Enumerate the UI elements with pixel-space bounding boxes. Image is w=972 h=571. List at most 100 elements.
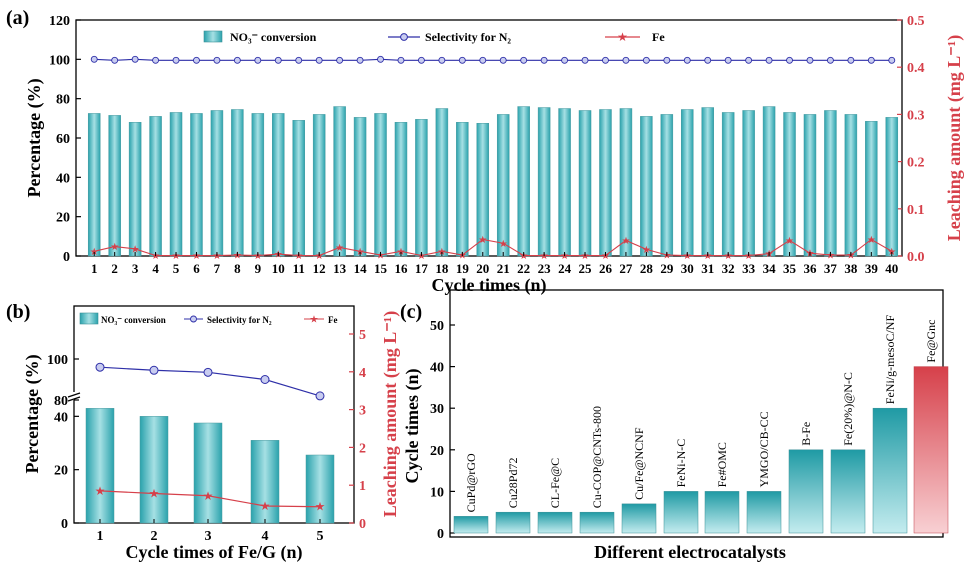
panel-b-y-right-tick-label: 0 [359, 517, 366, 532]
panel-a-x-tick-label: 20 [476, 261, 489, 276]
panel-b-fe-point: ★ [260, 499, 271, 513]
panel-a-x-tick-label: 15 [374, 261, 388, 276]
panel-b-x-tick-label: 5 [317, 529, 324, 544]
panel-a-x-tick-label: 12 [313, 261, 326, 276]
panel-b-selectivity-point [315, 391, 325, 401]
panel-a-conversion-bar [435, 108, 449, 257]
panel-a-fe-point: ★ [826, 251, 835, 262]
panel-a-selectivity-point [479, 56, 487, 64]
panel-a-conversion-bar [456, 122, 469, 257]
panel-a-selectivity-point [724, 56, 732, 64]
panel-b-x-tick-label: 4 [262, 529, 269, 544]
panel-b-conversion-bar [305, 454, 335, 524]
panel-a-x-tick-label: 24 [558, 261, 572, 276]
panel-a-selectivity-point [377, 55, 384, 63]
panel-a-conversion-bar [415, 119, 428, 257]
panel-c-bar-label: Fe(20%)@N-C [841, 372, 855, 446]
panel-b-y-tick-label: 40 [54, 410, 68, 425]
panel-c-bar [704, 491, 740, 534]
panel-a-conversion-bar [87, 113, 101, 257]
panel-a-selectivity-point [315, 56, 323, 64]
panel-a-x-tick-label: 30 [681, 261, 694, 276]
panel-b-fe-point: ★ [203, 489, 214, 503]
panel-a-fe-point: ★ [478, 235, 487, 246]
panel-a-x-tick-label: 28 [640, 261, 654, 276]
legend-b-conversion-swatch [79, 312, 99, 325]
panel-a-x-tick-label: 37 [824, 261, 838, 276]
panel-c-y-tick-label: 10 [430, 485, 444, 500]
legend-a-conversion-label: NO₃⁻ conversion [230, 30, 317, 44]
panel-b-y-right-tick-label: 1 [359, 479, 366, 494]
panel-a-x-tick-label: 8 [234, 261, 241, 276]
panel-a-fe-point: ★ [212, 251, 221, 262]
panel-a-x-tick-label: 34 [763, 261, 777, 276]
panel-a-x-tick-label: 14 [354, 261, 368, 276]
panel-c-bar-label: Cu28Pd72 [506, 458, 520, 509]
panel-a-fe-point: ★ [253, 251, 262, 262]
panel-a-x-tick-label: 2 [111, 261, 118, 276]
panel-a-conversion-bar [251, 113, 265, 257]
panel-c-bar-label: FeNi-N-C [674, 439, 688, 488]
panel-a-conversion-bar [333, 106, 346, 257]
panel-a-conversion-bar [292, 120, 305, 257]
panel-a-conversion-bar [578, 110, 592, 257]
panel-a-selectivity-point [233, 56, 241, 64]
panel-a-x-tick-label: 27 [619, 261, 633, 276]
panel-a-conversion-bar [169, 112, 183, 257]
panel-a-fe-point: ★ [315, 251, 324, 262]
panel-a-selectivity-point [397, 56, 405, 64]
panel-a-conversion-bar [721, 112, 735, 257]
panel-a-fe-point: ★ [294, 251, 303, 262]
panel-b-x-tick-label: 3 [205, 529, 212, 544]
panel-a-selectivity-point [663, 56, 671, 64]
panel-a-x-tick-label: 29 [660, 261, 674, 276]
legend-b-fe-label: Fe [328, 315, 338, 325]
panel-c-bar-label: B-Fe [799, 422, 813, 446]
panel-a-fe-point: ★ [151, 251, 160, 262]
panel-a-x-tick-label: 40 [885, 261, 898, 276]
panel-a-selectivity-point [499, 56, 507, 64]
panel-a-y-tick-label: 120 [49, 14, 70, 29]
panel-b-fe-series: ★ ★ ★ ★ ★ [95, 484, 326, 514]
panel-b-fe-line [99, 490, 321, 508]
panel-b-y-right-tick-label: 5 [359, 328, 366, 343]
panel-b-axis-break-1 [67, 392, 81, 398]
panel-a-x-tick-label: 19 [456, 261, 470, 276]
panel-b-y-axis-label: Percentage (%) [22, 354, 43, 473]
panel-a-x-tick-label: 17 [415, 261, 429, 276]
panel-a-selectivity-point [356, 56, 364, 64]
panel-a-selectivity-point [131, 55, 139, 63]
panel-a-selectivity-point [274, 56, 282, 64]
panel-a-fe-point: ★ [417, 251, 426, 262]
panel-a-fe-line [94, 238, 893, 257]
panel-a-selectivity-point [561, 56, 569, 64]
panel-a-y-tick-label: 0 [63, 250, 70, 265]
legend-b-fe-marker: ★ [310, 315, 319, 326]
panel-a-y-right-tick-label: 0.4 [907, 61, 925, 76]
panel-b-conversion-bar [139, 416, 169, 524]
panel-a-selectivity-point [888, 56, 896, 64]
panel-a-x-tick-label: 9 [255, 261, 262, 276]
legend-a-selectivity-label: Selectivity for N₂ [425, 30, 511, 44]
panel-a-selectivity-point [602, 56, 609, 64]
panel-c-bar [621, 503, 657, 534]
panel-a-conversion-bar [742, 110, 755, 257]
panel-a-conversion-bar [660, 114, 674, 257]
panel-a-fe-point: ★ [867, 235, 876, 246]
panel-a-x-tick-label: 1 [91, 261, 98, 276]
panel-c-y-tick-label: 0 [437, 527, 444, 542]
panel-a-y-right-tick-label: 0.3 [907, 108, 925, 123]
panel-c-bar-labels: CuPd@rGO Cu28Pd72 CL-Fe@C Cu-COP@CNTs-800 Cu… [464, 315, 938, 513]
panel-a-conversion-bar [619, 108, 633, 257]
panel-a-conversion-bar [517, 106, 530, 257]
panel-b-conversion-bar [193, 422, 223, 524]
panel-a-x-tick-label: 16 [394, 261, 408, 276]
panel-a-y-tick-label: 60 [56, 132, 70, 147]
legend-a-fe-label: Fe [652, 30, 665, 44]
panel-a-x-tick-label: 22 [517, 261, 530, 276]
panel-b-x-tick-label: 1 [97, 529, 104, 544]
